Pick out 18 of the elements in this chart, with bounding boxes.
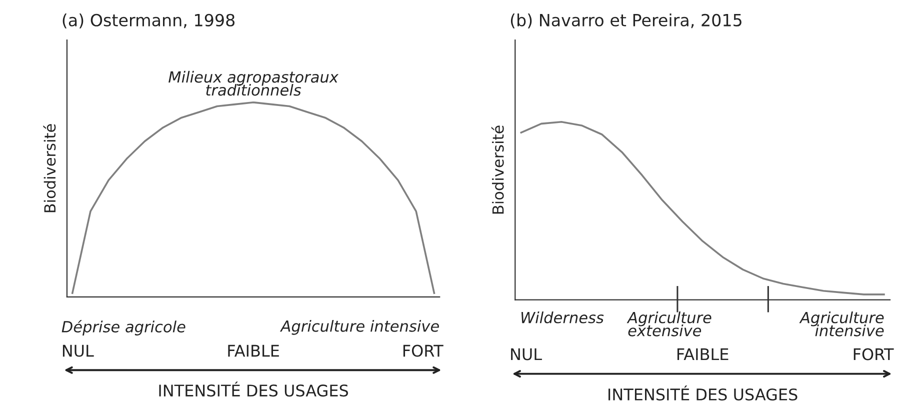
text: NUL xyxy=(511,348,542,360)
text: FORT xyxy=(854,348,894,360)
text: FORT xyxy=(403,344,444,357)
x-axis-title: INTENSITÉ DES USAGES xyxy=(159,382,348,397)
text: Milieux agropastoraux traditionnels xyxy=(168,70,339,96)
y-axis-title: Biodiversité xyxy=(43,124,56,212)
chart-title: (a) Ostermann, 1998 xyxy=(62,14,234,28)
y-axis-title: Biodiversité xyxy=(491,126,504,214)
text: Agriculture intensive xyxy=(280,320,439,335)
chart-title: (b) Navarro et Pereira, 2015 xyxy=(510,14,742,28)
text: Wilderness xyxy=(521,311,604,324)
text: NUL xyxy=(62,344,94,357)
text: FAIBLE xyxy=(228,344,279,357)
text: Agriculture intensive xyxy=(799,311,884,336)
text: Agriculture extensive xyxy=(626,311,712,336)
text: Déprise agricole xyxy=(62,320,186,336)
x-axis-title: INTENSITÉ DES USAGES xyxy=(608,386,798,401)
text: FAIBLE xyxy=(677,348,728,360)
